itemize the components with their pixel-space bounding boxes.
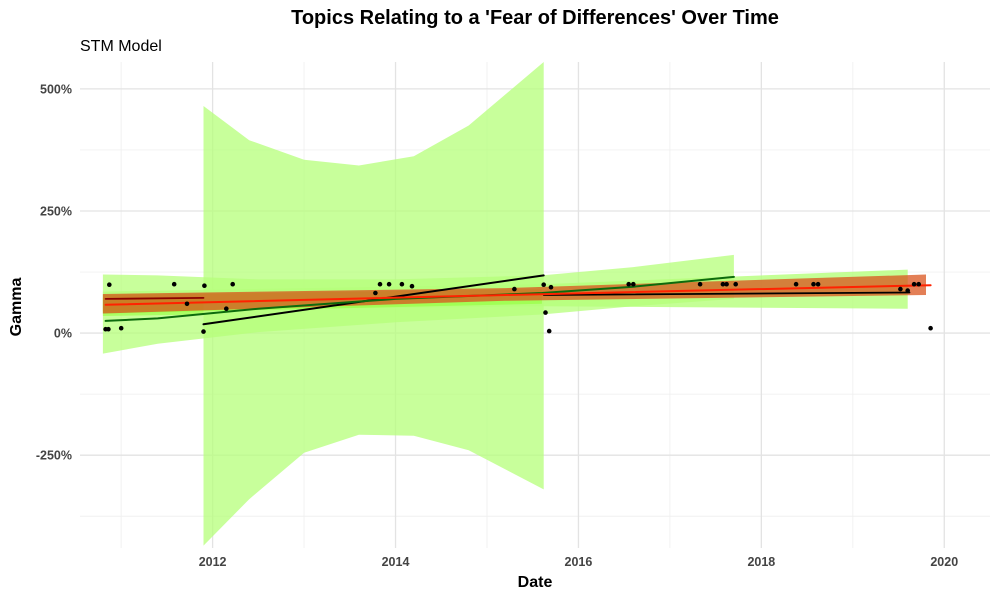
x-tick-label: 2012	[199, 555, 227, 569]
data-point	[720, 281, 726, 287]
data-point	[106, 326, 111, 332]
x-tick-label: 2020	[930, 555, 958, 569]
data-point	[811, 281, 816, 287]
data-point	[541, 282, 546, 288]
y-tick-label: -250%	[36, 449, 72, 463]
data-point	[399, 281, 405, 287]
data-point	[230, 281, 235, 287]
data-point	[928, 325, 933, 331]
y-tick-label: 250%	[40, 204, 72, 218]
data-point	[512, 286, 517, 292]
y-axis-title: Gamma	[8, 278, 25, 337]
data-point	[793, 281, 799, 287]
x-axis-title: Date	[518, 574, 553, 591]
y-tick-label: 0%	[54, 327, 72, 341]
x-tick-label: 2014	[382, 555, 410, 569]
data-point	[201, 329, 206, 334]
y-tick-label: 500%	[40, 82, 72, 96]
x-axis-ticks: 2012 2014 2016 2018 2020	[199, 555, 959, 569]
data-point	[916, 281, 921, 287]
data-point	[377, 281, 383, 287]
data-point	[697, 281, 703, 287]
data-point	[626, 281, 631, 287]
data-point	[905, 288, 910, 293]
x-tick-label: 2018	[747, 555, 775, 569]
trend-line-4	[542, 291, 911, 296]
data-point	[118, 325, 124, 331]
chart-subtitle: STM Model	[80, 38, 162, 55]
data-point	[546, 328, 552, 334]
data-point	[724, 281, 729, 287]
y-axis-ticks: -250% 0% 250% 500%	[36, 82, 72, 462]
data-point	[631, 281, 636, 287]
confidence-bands	[102, 62, 926, 546]
data-point	[409, 283, 415, 289]
trend-line-3	[104, 297, 205, 300]
data-point	[911, 281, 917, 287]
x-tick-label: 2016	[565, 555, 593, 569]
data-point	[548, 284, 554, 290]
trend-line-5	[104, 284, 932, 306]
data-point	[543, 310, 548, 315]
data-point	[898, 286, 903, 292]
data-point	[373, 290, 378, 296]
data-point	[184, 301, 190, 307]
data-points	[103, 281, 933, 334]
data-point	[107, 282, 112, 288]
data-point	[202, 283, 207, 289]
chart-title: Topics Relating to a 'Fear of Difference…	[291, 7, 779, 29]
trend-lines	[104, 274, 932, 326]
data-point	[224, 306, 229, 312]
data-point	[815, 281, 821, 287]
data-point	[386, 281, 392, 287]
data-point	[733, 281, 738, 287]
data-point	[171, 281, 177, 287]
trend-line-2	[104, 275, 735, 322]
